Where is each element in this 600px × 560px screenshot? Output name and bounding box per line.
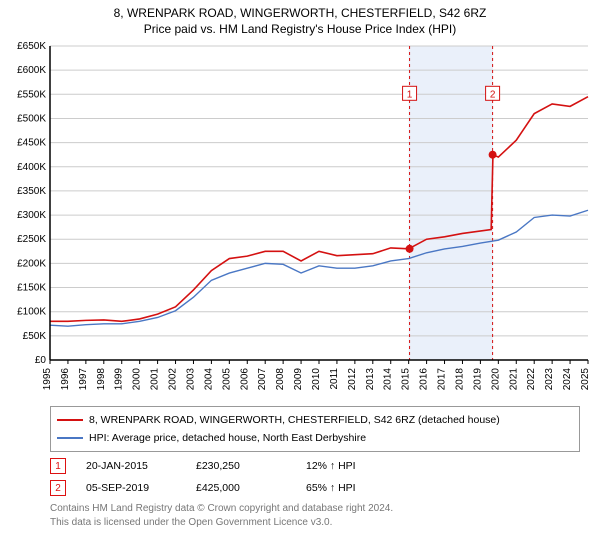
svg-text:2: 2 [490,89,496,100]
svg-text:2014: 2014 [383,368,394,391]
event-marker-2: 2 [50,480,66,496]
event-row-2: 2 05-SEP-2019 £425,000 65% ↑ HPI [50,480,580,496]
svg-text:£600K: £600K [17,65,46,76]
legend-swatch-property [57,419,83,421]
legend: 8, WRENPARK ROAD, WINGERWORTH, CHESTERFI… [50,406,580,452]
event-marker-1: 1 [50,458,66,474]
svg-text:£200K: £200K [17,258,46,269]
svg-text:£400K: £400K [17,162,46,173]
svg-text:2020: 2020 [490,368,501,391]
event-date-2: 05-SEP-2019 [86,482,176,494]
title-line2: Price paid vs. HM Land Registry's House … [0,22,600,36]
svg-text:£300K: £300K [17,210,46,221]
svg-text:£550K: £550K [17,89,46,100]
svg-text:1997: 1997 [78,368,89,391]
legend-row-property: 8, WRENPARK ROAD, WINGERWORTH, CHESTERFI… [57,411,573,429]
svg-text:2023: 2023 [544,368,555,391]
svg-text:2010: 2010 [311,368,322,391]
svg-text:2022: 2022 [526,368,537,391]
chart-area: £0 £50K £100K £150K £200K £250K £300K £350K £400… [0,40,600,400]
svg-text:2009: 2009 [293,368,304,391]
svg-text:1999: 1999 [114,368,125,391]
chart-container: 8, WRENPARK ROAD, WINGERWORTH, CHESTERFI… [0,0,600,530]
events-table: 1 20-JAN-2015 £230,250 12% ↑ HPI 2 05-SE… [50,458,580,496]
event-price-1: £230,250 [196,460,286,472]
svg-text:2017: 2017 [437,368,448,391]
legend-row-hpi: HPI: Average price, detached house, Nort… [57,429,573,447]
svg-text:2000: 2000 [132,368,143,391]
svg-text:2019: 2019 [472,368,483,391]
chart-svg: £0 £50K £100K £150K £200K £250K £300K £350K £400… [0,40,600,400]
svg-text:2015: 2015 [401,368,412,391]
svg-text:2002: 2002 [168,368,179,391]
title-block: 8, WRENPARK ROAD, WINGERWORTH, CHESTERFI… [0,0,600,40]
svg-text:1998: 1998 [96,368,107,391]
svg-text:2013: 2013 [365,368,376,391]
svg-text:2011: 2011 [329,368,340,390]
svg-text:2016: 2016 [419,368,430,391]
svg-text:2024: 2024 [562,368,573,391]
legend-label-hpi: HPI: Average price, detached house, Nort… [89,429,366,447]
svg-text:£250K: £250K [17,234,46,245]
footer: Contains HM Land Registry data © Crown c… [50,502,580,530]
title-line1: 8, WRENPARK ROAD, WINGERWORTH, CHESTERFI… [0,6,600,20]
event-price-2: £425,000 [196,482,286,494]
svg-text:£100K: £100K [17,307,46,318]
svg-text:2007: 2007 [257,368,268,391]
svg-text:2021: 2021 [508,368,519,391]
svg-text:2006: 2006 [239,368,250,391]
svg-text:£650K: £650K [17,41,46,52]
svg-text:£50K: £50K [23,331,47,342]
svg-text:1995: 1995 [42,368,53,391]
svg-text:£0: £0 [35,355,47,366]
event-delta-1: 12% ↑ HPI [306,460,396,472]
event-row-1: 1 20-JAN-2015 £230,250 12% ↑ HPI [50,458,580,474]
svg-text:1996: 1996 [60,368,71,391]
event-delta-2: 65% ↑ HPI [306,482,396,494]
svg-text:2018: 2018 [454,368,465,391]
footer-line2: This data is licensed under the Open Gov… [50,516,580,530]
svg-text:2005: 2005 [221,368,232,391]
svg-text:2004: 2004 [203,368,214,391]
svg-text:2025: 2025 [580,368,591,391]
legend-label-property: 8, WRENPARK ROAD, WINGERWORTH, CHESTERFI… [89,411,500,429]
svg-text:£450K: £450K [17,138,46,149]
svg-text:2003: 2003 [185,368,196,391]
legend-swatch-hpi [57,437,83,439]
svg-text:2012: 2012 [347,368,358,391]
svg-text:£500K: £500K [17,113,46,124]
svg-text:2001: 2001 [150,368,161,391]
svg-text:2008: 2008 [275,368,286,391]
svg-text:1: 1 [407,89,413,100]
event-date-1: 20-JAN-2015 [86,460,176,472]
svg-text:£350K: £350K [17,186,46,197]
footer-line1: Contains HM Land Registry data © Crown c… [50,502,580,516]
svg-text:£150K: £150K [17,283,46,294]
